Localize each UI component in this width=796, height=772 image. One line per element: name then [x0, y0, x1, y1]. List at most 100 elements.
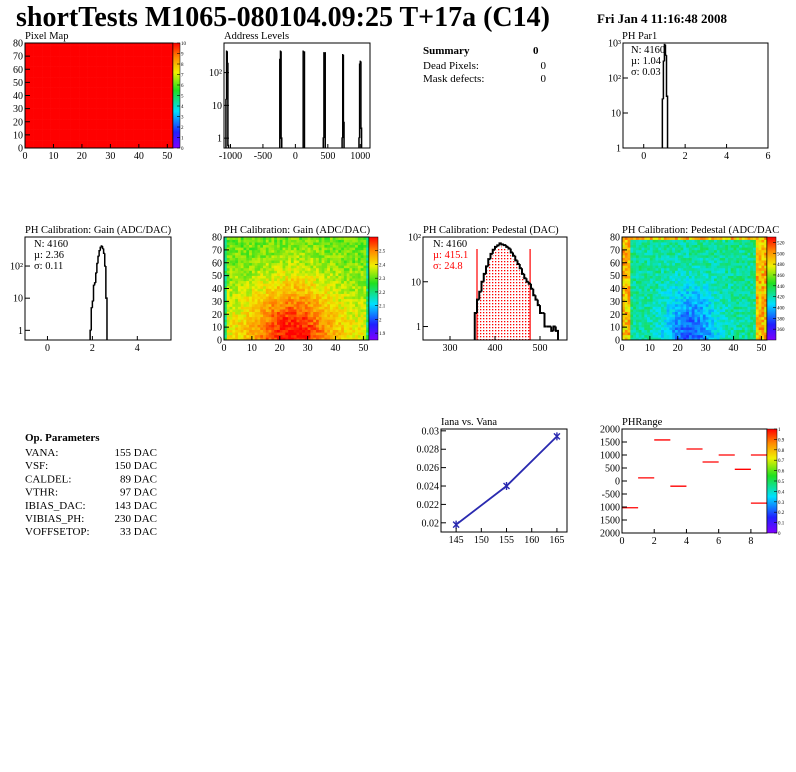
summary-value: 0 [541, 60, 547, 72]
heatmap-cell [96, 92, 100, 96]
heatmap-cell [121, 116, 125, 120]
heatmap-cell [224, 319, 228, 323]
heatmap-cell [164, 106, 168, 109]
heatmap-cell [649, 321, 653, 325]
heatmap-cell [282, 303, 286, 307]
heatmap-cell [296, 267, 300, 271]
heatmap-cell [104, 134, 108, 138]
heatmap-cell [39, 142, 43, 146]
heatmap-cell [349, 242, 353, 246]
heatmap-cell [243, 319, 247, 323]
heatmap-cell [243, 280, 247, 284]
heatmap-cell [164, 140, 168, 144]
heatmap-cell [288, 239, 292, 243]
heatmap-cell [138, 142, 142, 146]
heatmap-cell [263, 319, 267, 323]
histogram-bin [500, 243, 504, 246]
heatmap-cell [279, 303, 283, 307]
heatmap-cell [64, 137, 68, 141]
heatmap-cell [141, 71, 145, 75]
heatmap-cell [355, 296, 359, 300]
histogram-bin [512, 252, 516, 257]
heatmap-cell [70, 132, 74, 136]
heatmap-cell [318, 334, 322, 338]
heatmap-cell [349, 255, 353, 258]
heatmap-cell [136, 127, 140, 130]
heatmap-cell [170, 71, 174, 75]
heatmap-cell [285, 329, 289, 333]
heatmap-cell [249, 285, 253, 289]
heatmap-cell [630, 252, 634, 256]
heatmap-cell [73, 100, 77, 104]
heatmap-cell [265, 298, 269, 302]
heatmap-cell [56, 66, 60, 70]
heatmap-cell [47, 106, 51, 109]
heatmap-cell [170, 87, 174, 91]
heatmap-cell [124, 53, 128, 57]
heatmap-cell [304, 311, 308, 315]
heatmap-cell [627, 267, 631, 271]
heatmap-cell [285, 337, 289, 341]
heatmap-cell [304, 273, 308, 276]
heatmap-cell [268, 301, 272, 305]
heatmap-cell [104, 95, 108, 99]
heatmap-cell [113, 58, 117, 62]
heatmap-cell [288, 301, 292, 305]
heatmap-cell [229, 337, 233, 341]
heatmap-cell [67, 134, 71, 138]
heatmap-cell [130, 77, 134, 81]
heatmap-cell [316, 321, 320, 325]
heatmap-cell [136, 142, 140, 146]
heatmap-cell [243, 327, 247, 331]
heatmap-cell [144, 56, 148, 60]
heatmap-cell [96, 43, 100, 46]
heatmap-cell [274, 247, 278, 251]
heatmap-cell [349, 306, 353, 310]
heatmap-cell [124, 71, 128, 75]
heatmap-cell [285, 301, 289, 305]
heatmap-cell [44, 113, 49, 117]
heatmap-cell [99, 66, 103, 70]
heatmap-cell [232, 247, 236, 251]
heatmap-cell [321, 293, 325, 297]
heatmap-cell [304, 249, 308, 253]
heatmap-cell [226, 273, 230, 276]
heatmap-cell [260, 249, 264, 253]
heatmap-cell [349, 321, 353, 325]
heatmap-cell [226, 298, 230, 302]
heatmap-cell [56, 100, 60, 104]
heatmap-cell [647, 260, 651, 264]
heatmap-cell [36, 129, 40, 133]
heatmap-cell [302, 265, 306, 269]
heatmap-cell [296, 309, 300, 312]
heatmap-cell [56, 137, 60, 141]
heatmap-cell [161, 48, 165, 52]
heatmap-cell [249, 329, 253, 333]
heatmap-cell [87, 87, 91, 91]
heatmap-cell [271, 327, 275, 331]
heatmap-cell [70, 45, 74, 49]
heatmap-cell [254, 275, 258, 279]
heatmap-cell [324, 324, 328, 328]
heatmap-cell [649, 311, 653, 315]
heatmap-cell [313, 314, 317, 318]
heatmap-cell [624, 293, 628, 297]
heatmap-cell [27, 53, 31, 57]
heatmap-cell [249, 275, 253, 279]
heatmap-cell [251, 311, 255, 315]
heatmap-cell [265, 262, 269, 266]
heatmap-cell [346, 267, 350, 271]
heatmap-cell [150, 79, 154, 83]
heatmap-cell [332, 309, 336, 312]
heatmap-cell [99, 45, 103, 49]
heatmap-cell [304, 288, 308, 292]
heatmap-cell [296, 283, 300, 287]
heatmap-cell [649, 262, 653, 266]
heatmap-cell [44, 106, 49, 109]
heatmap-cell [313, 303, 317, 307]
heatmap-cell [116, 137, 120, 141]
heatmap-cell [87, 77, 91, 81]
heatmap-cell [630, 285, 634, 289]
histogram-bin [514, 255, 518, 262]
